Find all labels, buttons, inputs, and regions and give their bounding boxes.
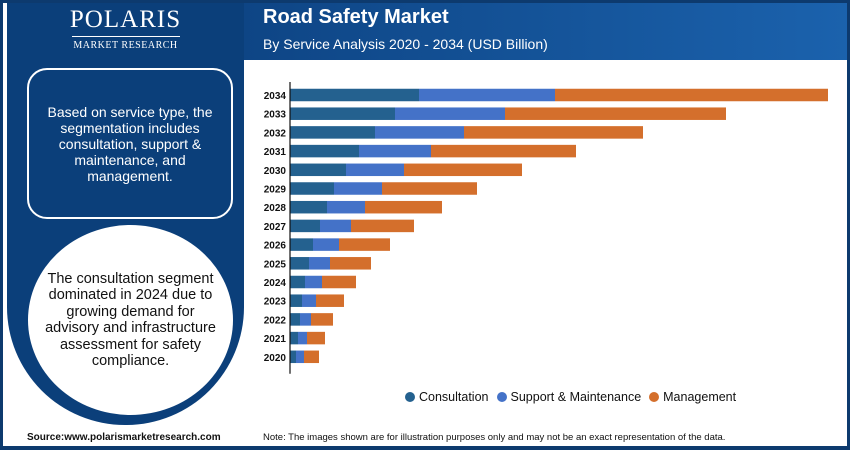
y-tick-label: 2021 xyxy=(264,334,287,345)
legend-item: Support & Maintenance xyxy=(496,390,642,404)
bar-segment-management xyxy=(555,88,828,102)
chart-subtitle: By Service Analysis 2020 - 2034 (USD Bil… xyxy=(263,36,548,52)
bar-segment-support-maintenance xyxy=(309,257,330,270)
bar-segment-consultation xyxy=(290,200,327,214)
bar-segment-consultation xyxy=(290,219,320,233)
segmentation-text: Based on service type, the segmentation … xyxy=(47,103,213,184)
legend-label: Support & Maintenance xyxy=(510,390,642,404)
bar-segment-management xyxy=(351,219,414,233)
chart-title: Road Safety Market xyxy=(263,6,449,28)
y-tick-label: 2030 xyxy=(264,166,287,177)
bar-segment-management xyxy=(316,294,344,307)
y-tick-label: 2029 xyxy=(264,185,287,196)
y-tick-label: 2028 xyxy=(264,203,287,214)
bar-segment-consultation xyxy=(290,144,359,158)
y-tick-label: 2022 xyxy=(264,315,287,326)
y-tick-label: 2027 xyxy=(264,222,287,233)
segmentation-info-box: Based on service type, the segmentation … xyxy=(27,68,233,219)
bar-segment-support-maintenance xyxy=(327,200,365,214)
y-tick-label: 2032 xyxy=(264,128,287,139)
bar-segment-consultation xyxy=(290,163,346,177)
bar-segment-consultation xyxy=(290,257,309,270)
header-bar xyxy=(244,0,850,60)
bar-segment-support-maintenance xyxy=(305,275,322,289)
bar-segment-management xyxy=(322,275,356,289)
y-tick-label: 2034 xyxy=(264,91,287,102)
bar-segment-consultation xyxy=(290,331,298,345)
bar-segment-management xyxy=(404,163,522,177)
bar-segment-management xyxy=(304,350,319,364)
bar-segment-support-maintenance xyxy=(395,107,505,120)
bar-segment-support-maintenance xyxy=(302,294,316,307)
bar-segment-support-maintenance xyxy=(419,88,555,102)
y-tick-label: 2033 xyxy=(264,110,287,121)
bar-segment-management xyxy=(382,182,477,195)
bar-segment-consultation xyxy=(290,107,395,120)
bar-segment-consultation xyxy=(290,313,300,326)
highlight-text: The consultation segment dominated in 20… xyxy=(45,270,216,370)
y-tick-label: 2020 xyxy=(264,353,287,364)
bar-segment-management xyxy=(307,331,325,345)
legend-item: Consultation xyxy=(405,390,489,404)
bar-segment-consultation xyxy=(290,350,296,364)
bar-segment-management xyxy=(431,144,576,158)
polaris-logo: POLARIS MARKET RESEARCH xyxy=(69,6,182,51)
bar-segment-consultation xyxy=(290,88,419,102)
legend-dot-icon xyxy=(405,392,415,402)
legend: Consultation Support & Maintenance Managem… xyxy=(405,390,736,404)
y-tick-label: 2023 xyxy=(264,297,287,308)
y-tick-label: 2031 xyxy=(264,147,287,158)
legend-item: Management xyxy=(649,390,736,404)
stacked-bar-chart: 2034 2033 2032 2031 2030 2029 2028 2027 2026 2025… xyxy=(264,82,828,374)
bar-segment-management xyxy=(505,107,726,120)
bar-segment-support-maintenance xyxy=(320,219,351,233)
bar-segment-management xyxy=(330,257,371,270)
legend-label: Management xyxy=(663,390,737,404)
bar-segment-consultation xyxy=(290,238,313,251)
note-text: Note: The images shown are for illustrat… xyxy=(263,432,726,443)
y-tick-label: 2024 xyxy=(264,278,287,289)
highlight-circle: The consultation segment dominated in 20… xyxy=(28,225,233,415)
bar-segment-support-maintenance xyxy=(300,313,311,326)
bar-segment-support-maintenance xyxy=(375,126,464,139)
legend-dot-icon xyxy=(649,392,660,402)
bar-segment-management xyxy=(365,200,442,214)
bar-segment-consultation xyxy=(290,275,305,289)
bar-segment-support-maintenance xyxy=(334,182,382,195)
bar-segment-support-maintenance xyxy=(296,350,304,364)
bar-segment-management xyxy=(311,313,333,326)
bar-segment-consultation xyxy=(290,182,334,195)
bar-segment-support-maintenance xyxy=(359,144,431,158)
bar-segment-support-maintenance xyxy=(298,331,307,345)
bar-segment-support-maintenance xyxy=(346,163,404,177)
bar-segment-management xyxy=(339,238,390,251)
legend-label: Consultation xyxy=(419,390,489,404)
bar-segment-consultation xyxy=(290,294,302,307)
y-tick-label: 2026 xyxy=(264,241,287,252)
legend-dot-icon xyxy=(496,392,507,402)
source-text: Source:www.polarismarketresearch.com xyxy=(27,432,221,443)
y-tick-label: 2025 xyxy=(264,259,287,270)
bar-segment-support-maintenance xyxy=(313,238,339,251)
bar-segment-management xyxy=(464,126,643,139)
bar-segment-consultation xyxy=(290,126,375,139)
